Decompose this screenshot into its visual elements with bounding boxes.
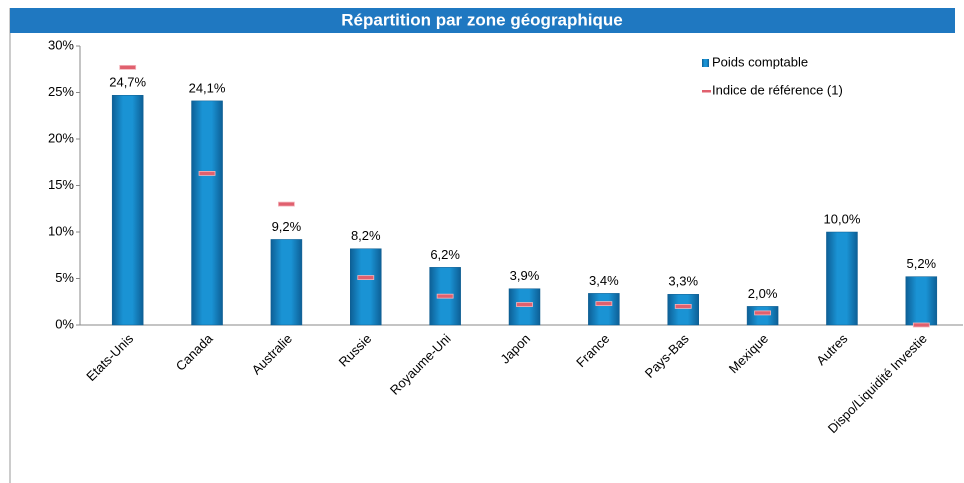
x-tick-label: Etats-Unis	[83, 331, 136, 384]
data-label: 8,2%	[351, 228, 381, 243]
reference-marker	[754, 310, 771, 316]
reference-marker	[516, 302, 533, 307]
data-label: 24,1%	[189, 80, 226, 95]
bar	[746, 306, 779, 326]
data-label: 2,0%	[748, 286, 778, 301]
x-tick-label: France	[573, 331, 612, 370]
reference-marker	[278, 201, 295, 207]
data-label: 3,3%	[668, 274, 698, 289]
data-label: 9,2%	[272, 219, 302, 234]
x-tick-label: Japon	[497, 331, 533, 367]
y-tick-label: 0%	[55, 316, 74, 331]
x-tick-label: Russie	[336, 331, 375, 370]
y-tick-label: 20%	[48, 130, 74, 145]
data-label: 3,4%	[589, 273, 619, 288]
y-tick-label: 15%	[48, 177, 74, 192]
bar	[826, 231, 858, 326]
reference-marker	[674, 303, 692, 309]
y-tick-label: 5%	[55, 270, 74, 285]
bar	[270, 239, 303, 326]
reference-marker	[912, 322, 930, 328]
legend-label: Poids comptable	[712, 54, 808, 69]
reference-marker	[357, 275, 375, 280]
bar	[111, 95, 144, 326]
legend-label: Indice de référence (1)	[712, 82, 843, 97]
data-label: 3,9%	[510, 268, 540, 283]
data-label: 10,0%	[824, 211, 861, 226]
data-label: 5,2%	[906, 256, 936, 271]
bar	[905, 276, 938, 326]
y-tick-label: 25%	[48, 84, 74, 99]
bar	[667, 294, 699, 326]
bar	[191, 100, 223, 326]
reference-marker	[198, 171, 216, 176]
legend-swatch	[702, 90, 711, 93]
y-tick-label: 10%	[48, 223, 74, 238]
x-tick-label: Royaume-Uni	[387, 331, 454, 398]
reference-marker	[119, 64, 137, 70]
chart-title: Répartition par zone géographique	[341, 10, 622, 29]
x-tick-label: Autres	[813, 331, 851, 369]
reference-marker	[595, 301, 613, 307]
reference-marker	[436, 293, 454, 299]
x-tick-label: Mexique	[726, 331, 771, 376]
x-tick-label: Pays-Bas	[642, 331, 692, 381]
x-tick-label: Australie	[249, 331, 295, 377]
bar	[350, 248, 382, 326]
x-tick-label: Canada	[173, 330, 216, 373]
y-tick-label: 30%	[48, 37, 74, 52]
bar	[588, 293, 620, 326]
title-bar	[10, 8, 955, 33]
data-label: 6,2%	[430, 247, 460, 262]
data-label: 24,7%	[109, 75, 146, 90]
legend-swatch	[702, 59, 709, 67]
